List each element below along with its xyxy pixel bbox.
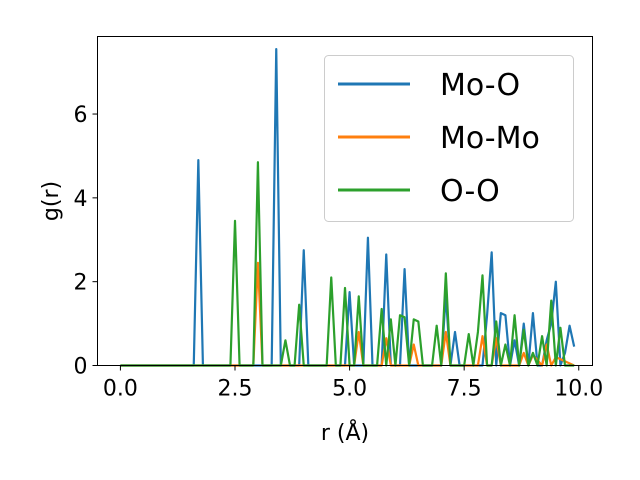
x-tick-label: 7.5 xyxy=(447,377,482,402)
y-tick-label: 4 xyxy=(74,187,88,212)
series-line-3 xyxy=(120,161,575,367)
legend-entries: Mo-O Mo-Mo O-O xyxy=(338,68,540,209)
legend-label-3: O-O xyxy=(440,174,500,209)
x-tick-label: 2.5 xyxy=(218,377,253,402)
x-tick-label: 5.0 xyxy=(332,377,367,402)
legend: Mo-O Mo-Mo O-O xyxy=(324,55,574,222)
y-tick-label: 0 xyxy=(74,355,88,380)
x-axis-label: r (Å) xyxy=(321,419,369,446)
x-tick-label: 10.0 xyxy=(554,377,603,402)
y-axis-label: g(r) xyxy=(39,181,64,221)
legend-label-1: Mo-O xyxy=(440,68,520,103)
legend-label-2: Mo-Mo xyxy=(440,121,540,156)
x-tick-label: 0.0 xyxy=(103,377,138,402)
x-ticks: 0.0 2.5 5.0 7.5 10.0 xyxy=(103,365,603,402)
y-ticks: 0 2 4 6 xyxy=(74,103,98,380)
y-tick-label: 6 xyxy=(74,103,88,128)
legend-box xyxy=(324,55,574,222)
plot-frame xyxy=(97,36,593,366)
y-tick-label: 2 xyxy=(74,271,88,296)
